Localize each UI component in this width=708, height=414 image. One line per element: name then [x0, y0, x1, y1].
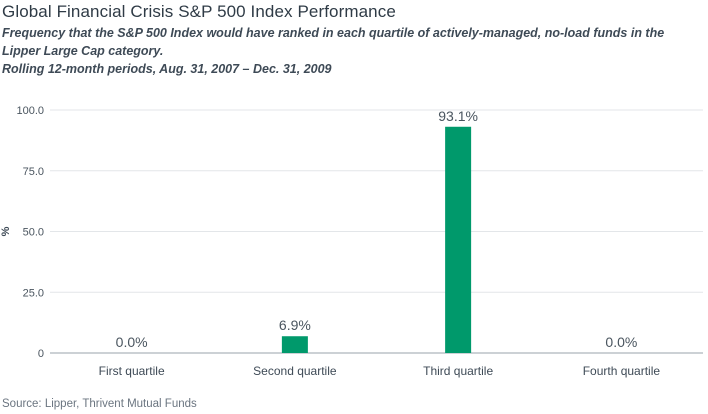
x-tick-label: Second quartile — [253, 364, 337, 378]
subtitle-line-1: Frequency that the S&P 500 Index would h… — [2, 26, 665, 40]
y-tick-labels: 0 25.0 50.0 75.0 100.0 — [16, 105, 44, 360]
y-tick-label: 50.0 — [23, 227, 44, 239]
data-label: 0.0% — [605, 334, 637, 350]
y-tick-label: 75.0 — [23, 166, 44, 178]
y-tick-label: 0 — [38, 348, 44, 360]
data-label: 6.9% — [279, 317, 311, 333]
grid-layer — [50, 109, 703, 354]
subtitle-line-2: Lipper Large Cap category. — [2, 44, 164, 58]
data-label: 93.1% — [438, 108, 478, 124]
y-tick-label: 100.0 — [16, 105, 44, 117]
chart-title: Global Financial Crisis S&P 500 Index Pe… — [2, 2, 396, 21]
bars — [281, 126, 472, 353]
data-label: 0.0% — [116, 334, 148, 350]
bar-second-quartile — [281, 336, 308, 353]
subtitle-line-3: Rolling 12-month periods, Aug. 31, 2007 … — [2, 62, 332, 76]
chart-subtitle: Frequency that the S&P 500 Index would h… — [2, 24, 706, 78]
x-tick-label: Third quartile — [423, 364, 493, 378]
bar-third-quartile — [445, 126, 472, 353]
bar-chart: 0 25.0 50.0 75.0 100.0 0.0% 6.9% 93.1% 0.0% Fir… — [0, 105, 703, 378]
x-tick-labels: First quartile Second quartile Third quart… — [99, 364, 661, 378]
data-labels: 0.0% 6.9% 93.1% 0.0% — [116, 108, 638, 350]
y-tick-label: 25.0 — [23, 287, 44, 299]
x-tick-label: First quartile — [99, 364, 165, 378]
y-axis-label: % — [0, 226, 12, 236]
x-tick-label: Fourth quartile — [583, 364, 661, 378]
source-note: Source: Lipper, Thrivent Mutual Funds — [2, 398, 197, 410]
